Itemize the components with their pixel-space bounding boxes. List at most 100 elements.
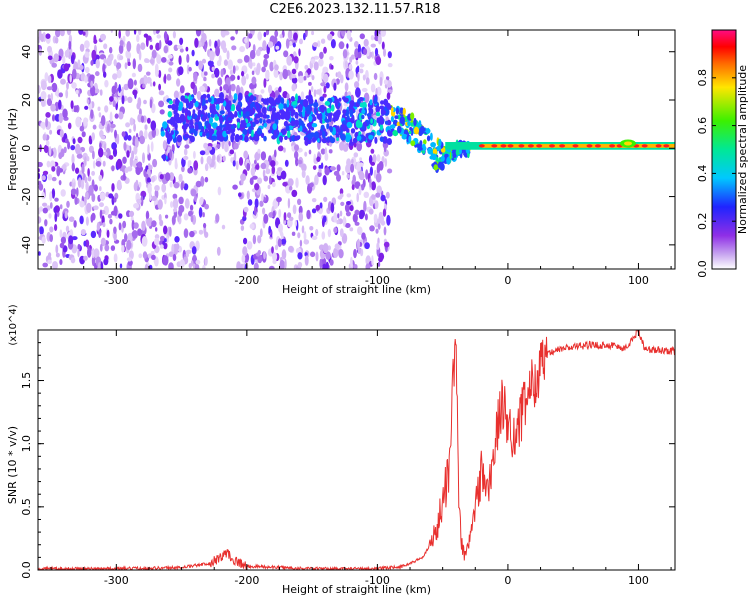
noise-speckle <box>133 203 140 209</box>
band-element <box>379 136 384 142</box>
noise-speckle <box>98 147 104 158</box>
noise-speckle <box>99 243 103 252</box>
band-element <box>282 103 288 109</box>
band-element <box>237 92 243 101</box>
noise-speckle <box>263 54 270 59</box>
noise-speckle <box>291 189 298 198</box>
band-element <box>330 137 336 144</box>
noise-speckle <box>363 48 368 55</box>
noise-speckle <box>171 215 176 225</box>
band-element <box>207 112 211 119</box>
noise-speckle <box>251 163 256 168</box>
noise-speckle <box>268 84 273 94</box>
band-element <box>232 99 236 104</box>
noise-speckle <box>44 219 48 227</box>
noise-speckle <box>344 203 350 213</box>
noise-speckle <box>294 150 299 160</box>
noise-speckle <box>116 69 122 79</box>
noise-speckle <box>118 213 123 219</box>
band-element <box>290 120 296 127</box>
noise-speckle <box>173 208 177 213</box>
noise-speckle <box>272 199 279 210</box>
noise-speckle <box>355 87 361 98</box>
noise-speckle <box>314 174 319 186</box>
band-element <box>208 117 214 124</box>
noise-speckle <box>311 198 317 203</box>
noise-speckle <box>140 195 144 207</box>
band-element <box>294 135 299 141</box>
noise-speckle <box>131 150 135 160</box>
band-element <box>284 135 288 140</box>
noise-speckle <box>52 261 58 269</box>
noise-speckle <box>291 68 297 75</box>
noise-speckle <box>162 140 167 150</box>
band-element <box>248 97 252 103</box>
noise-speckle <box>336 164 341 172</box>
noise-speckle <box>277 167 283 172</box>
band-element <box>253 135 260 142</box>
noise-speckle <box>195 60 199 67</box>
band-element <box>162 153 167 162</box>
noise-speckle <box>325 82 330 89</box>
noise-speckle <box>374 200 379 210</box>
noise-speckle <box>125 122 131 128</box>
noise-speckle <box>186 53 190 63</box>
noise-speckle <box>92 160 96 169</box>
band-element <box>219 93 222 100</box>
noise-speckle <box>87 168 90 177</box>
noise-speckle <box>79 215 84 225</box>
band-element <box>272 123 278 130</box>
noise-speckle <box>88 145 94 153</box>
noise-speckle <box>240 225 245 231</box>
noise-speckle <box>44 72 49 82</box>
noise-speckle <box>127 135 132 141</box>
noise-speckle <box>112 73 118 80</box>
noise-speckle <box>179 85 185 94</box>
noise-speckle <box>216 143 221 149</box>
noise-speckle <box>219 86 223 92</box>
band-element <box>207 123 212 131</box>
noise-speckle <box>87 247 92 258</box>
noise-speckle <box>257 235 262 244</box>
noise-speckle <box>346 30 352 40</box>
noise-speckle <box>304 72 308 77</box>
noise-speckle <box>375 228 379 234</box>
noise-speckle <box>344 60 348 68</box>
noise-speckle <box>164 197 167 205</box>
x-tick-label: 0 <box>504 274 511 287</box>
noise-speckle <box>178 196 184 205</box>
noise-speckle <box>354 41 359 48</box>
band-element <box>214 113 218 118</box>
noise-speckle <box>297 159 303 165</box>
noise-speckle <box>387 51 392 59</box>
noise-speckle <box>175 243 180 250</box>
snr-frame <box>37 329 676 571</box>
noise-speckle <box>322 243 329 254</box>
band-element <box>162 121 168 129</box>
noise-speckle <box>298 212 304 222</box>
noise-speckle <box>383 226 387 236</box>
noise-speckle <box>54 212 58 223</box>
noise-speckle <box>183 155 189 161</box>
noise-speckle <box>257 148 261 154</box>
band-element <box>225 130 231 135</box>
band-element <box>167 111 172 118</box>
noise-speckle <box>361 232 366 240</box>
noise-speckle <box>374 47 379 57</box>
snr-data-point <box>494 443 495 444</box>
noise-speckle <box>199 150 206 156</box>
noise-speckle <box>162 255 169 266</box>
noise-speckle <box>70 145 76 151</box>
noise-speckle <box>277 238 282 248</box>
band-element <box>340 123 346 130</box>
band-element <box>168 100 173 105</box>
band-element <box>188 135 194 139</box>
noise-speckle <box>323 196 328 203</box>
noise-speckle <box>151 220 157 228</box>
noise-speckle <box>178 55 182 66</box>
noise-speckle <box>297 252 303 260</box>
noise-speckle <box>330 166 336 171</box>
noise-speckle <box>309 182 314 188</box>
band-element <box>287 106 291 111</box>
